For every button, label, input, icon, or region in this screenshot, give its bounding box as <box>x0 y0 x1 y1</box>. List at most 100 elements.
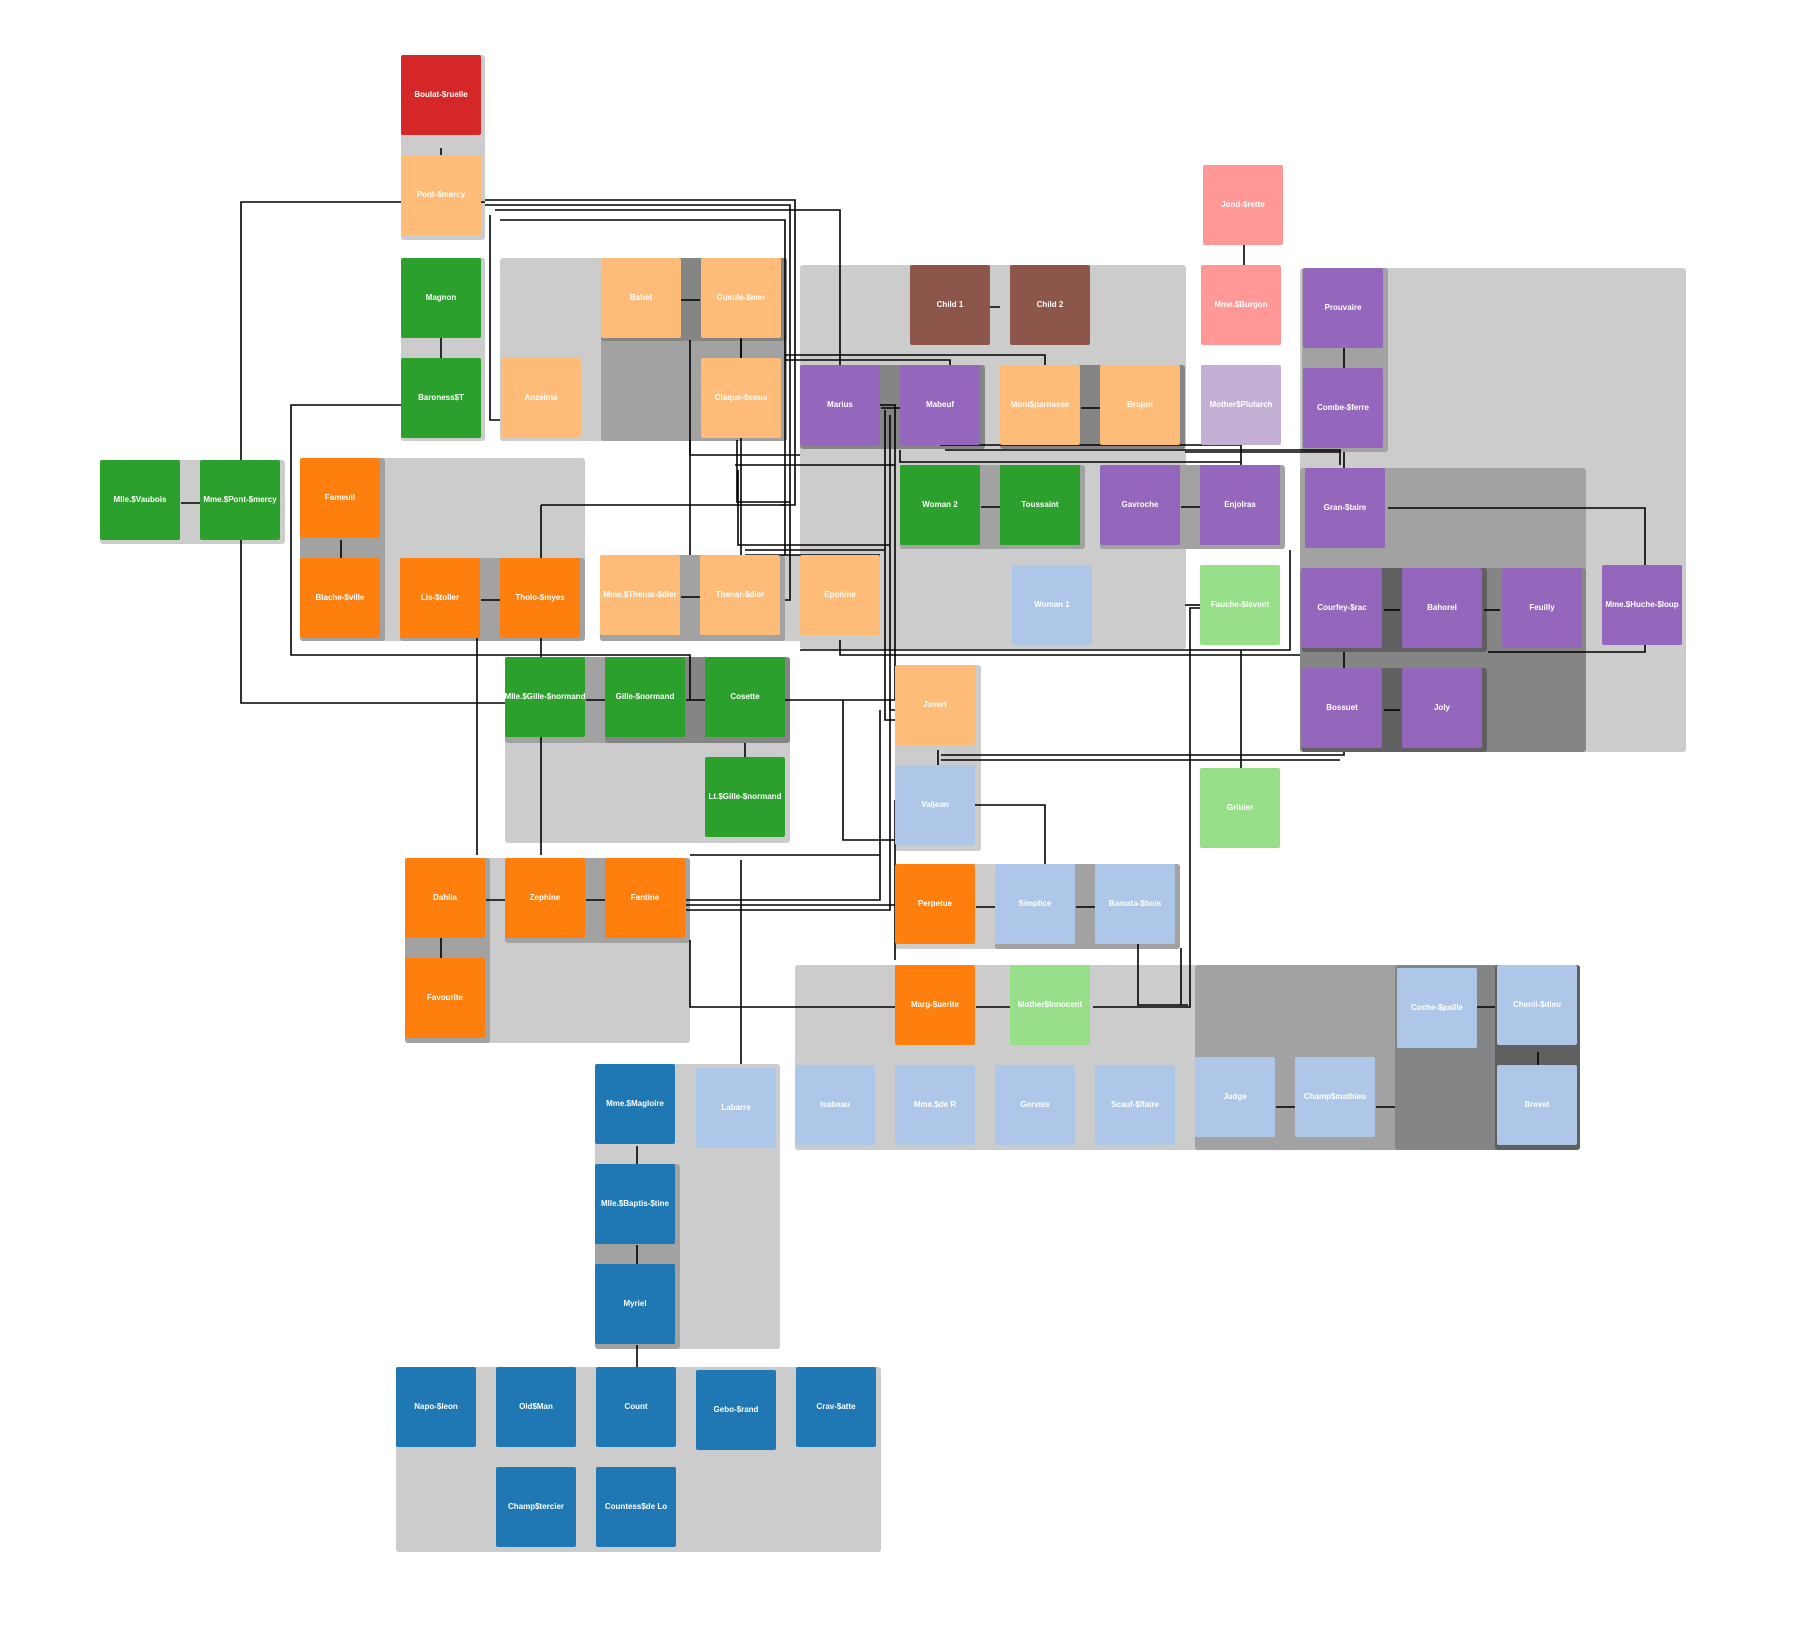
node-magloire[interactable]: Mme.$Magloire <box>595 1064 675 1144</box>
node-box[interactable] <box>401 358 481 438</box>
node-enjolras[interactable]: Enjolras <box>1200 465 1280 545</box>
node-gueule[interactable]: Gueule-$mer <box>701 258 781 338</box>
node-listolier[interactable]: Lis-$toller <box>400 558 480 638</box>
node-box[interactable] <box>895 765 975 845</box>
node-box[interactable] <box>696 1370 776 1450</box>
node-bossuet[interactable]: Bossuet <box>1302 668 1382 748</box>
node-joly[interactable]: Joly <box>1402 668 1482 748</box>
node-labarre[interactable]: Labarre <box>696 1068 776 1148</box>
node-box[interactable] <box>496 1367 576 1447</box>
node-box[interactable] <box>895 965 975 1045</box>
node-box[interactable] <box>1010 265 1090 345</box>
node-box[interactable] <box>910 265 990 345</box>
node-motherplut[interactable]: Mother$Plutarch <box>1201 365 1281 445</box>
node-box[interactable] <box>900 465 980 545</box>
node-box[interactable] <box>900 365 980 445</box>
node-box[interactable] <box>796 1367 876 1447</box>
node-toussaint[interactable]: Toussaint <box>1000 465 1080 545</box>
node-box[interactable] <box>596 1367 676 1447</box>
node-mabeuf[interactable]: Mabeuf <box>900 365 980 445</box>
node-box[interactable] <box>1497 1065 1577 1145</box>
node-box[interactable] <box>500 558 580 638</box>
node-pontmercy[interactable]: Pont-$mercy <box>401 155 481 235</box>
node-judge[interactable]: Judge <box>1195 1057 1275 1137</box>
node-isabeau[interactable]: Isabeau <box>795 1065 875 1145</box>
node-box[interactable] <box>696 1068 776 1148</box>
node-bahorel[interactable]: Bahorel <box>1402 568 1482 648</box>
node-box[interactable] <box>505 858 585 938</box>
node-mmethenar[interactable]: Mme.$Thenar-$dier <box>600 555 680 635</box>
node-box[interactable] <box>1305 468 1385 548</box>
node-box[interactable] <box>596 1467 676 1547</box>
node-geborand[interactable]: Gebo-$rand <box>696 1370 776 1450</box>
node-oldman[interactable]: Old$Man <box>496 1367 576 1447</box>
node-scaufflaire[interactable]: Scauf-$flaire <box>1095 1065 1175 1145</box>
node-mllegille[interactable]: Mlle.$Gille-$normand <box>505 657 586 737</box>
node-box[interactable] <box>1012 565 1092 645</box>
node-cosette[interactable]: Cosette <box>705 657 785 737</box>
node-box[interactable] <box>200 460 280 540</box>
node-box[interactable] <box>895 864 975 944</box>
node-box[interactable] <box>300 558 380 638</box>
node-box[interactable] <box>401 155 481 235</box>
node-box[interactable] <box>1000 465 1080 545</box>
node-countessdelo[interactable]: Countess$de Lo <box>596 1467 676 1547</box>
node-favourite[interactable]: Favourite <box>405 958 485 1038</box>
node-thenardier[interactable]: Thenar-$dier <box>700 555 780 635</box>
node-box[interactable] <box>1201 365 1281 445</box>
node-box[interactable] <box>1010 965 1090 1045</box>
node-prouvaire[interactable]: Prouvaire <box>1303 268 1383 348</box>
node-box[interactable] <box>405 858 485 938</box>
node-simplice[interactable]: Simplice <box>995 864 1075 944</box>
node-box[interactable] <box>595 1264 675 1344</box>
node-marius[interactable]: Marius <box>800 365 880 445</box>
node-box[interactable] <box>995 864 1075 944</box>
node-cravatte[interactable]: Crav-$atte <box>796 1367 876 1447</box>
node-mmeder[interactable]: Mme.$de R <box>895 1065 975 1145</box>
node-box[interactable] <box>1402 568 1482 648</box>
node-box[interactable] <box>1502 568 1582 648</box>
node-champtercier[interactable]: Champ$tercier <box>496 1467 576 1547</box>
node-box[interactable] <box>396 1367 476 1447</box>
node-box[interactable] <box>995 1065 1075 1145</box>
node-count[interactable]: Count <box>596 1367 676 1447</box>
node-woman2[interactable]: Woman 2 <box>900 465 980 545</box>
node-box[interactable] <box>501 358 581 438</box>
node-box[interactable] <box>405 958 485 1038</box>
node-box[interactable] <box>496 1467 576 1547</box>
node-box[interactable] <box>1303 268 1383 348</box>
node-box[interactable] <box>1200 768 1280 848</box>
node-box[interactable] <box>700 555 780 635</box>
node-claque[interactable]: Claque-$sous <box>701 358 781 438</box>
node-tholomyes[interactable]: Tholo-$myes <box>500 558 580 638</box>
node-box[interactable] <box>1497 965 1577 1045</box>
node-mmehucheloup[interactable]: Mme.$Huche-$loup <box>1602 565 1682 645</box>
node-brujon[interactable]: Brujon <box>1100 365 1180 445</box>
node-box[interactable] <box>800 555 880 635</box>
node-box[interactable] <box>895 1065 975 1145</box>
node-mmepont[interactable]: Mme.$Pont-$mercy <box>200 460 280 540</box>
node-box[interactable] <box>1397 968 1477 1048</box>
node-box[interactable] <box>100 460 180 540</box>
node-napoleon[interactable]: Napo-$leon <box>396 1367 476 1447</box>
node-grantaire[interactable]: Gran-$taire <box>1305 468 1385 548</box>
node-box[interactable] <box>701 258 781 338</box>
node-box[interactable] <box>400 558 480 638</box>
node-box[interactable] <box>300 458 380 538</box>
node-zephine[interactable]: Zephine <box>505 858 585 938</box>
node-javert[interactable]: Javert <box>895 665 975 745</box>
node-box[interactable] <box>1000 365 1080 445</box>
node-box[interactable] <box>1100 365 1180 445</box>
node-myriel[interactable]: Myriel <box>595 1264 675 1344</box>
node-box[interactable] <box>1302 568 1382 648</box>
node-anzelma[interactable]: Anzelma <box>501 358 581 438</box>
node-box[interactable] <box>1295 1057 1375 1137</box>
node-box[interactable] <box>1200 465 1280 545</box>
node-box[interactable] <box>895 665 975 745</box>
node-ltgille[interactable]: Lt.$Gille-$normand <box>705 757 785 837</box>
node-box[interactable] <box>800 365 880 445</box>
node-box[interactable] <box>1195 1057 1275 1137</box>
node-motherinnocent[interactable]: Mother$Innocent <box>1010 965 1090 1045</box>
node-gavroche[interactable]: Gavroche <box>1100 465 1180 545</box>
node-barones[interactable]: Baroness$T <box>401 358 481 438</box>
